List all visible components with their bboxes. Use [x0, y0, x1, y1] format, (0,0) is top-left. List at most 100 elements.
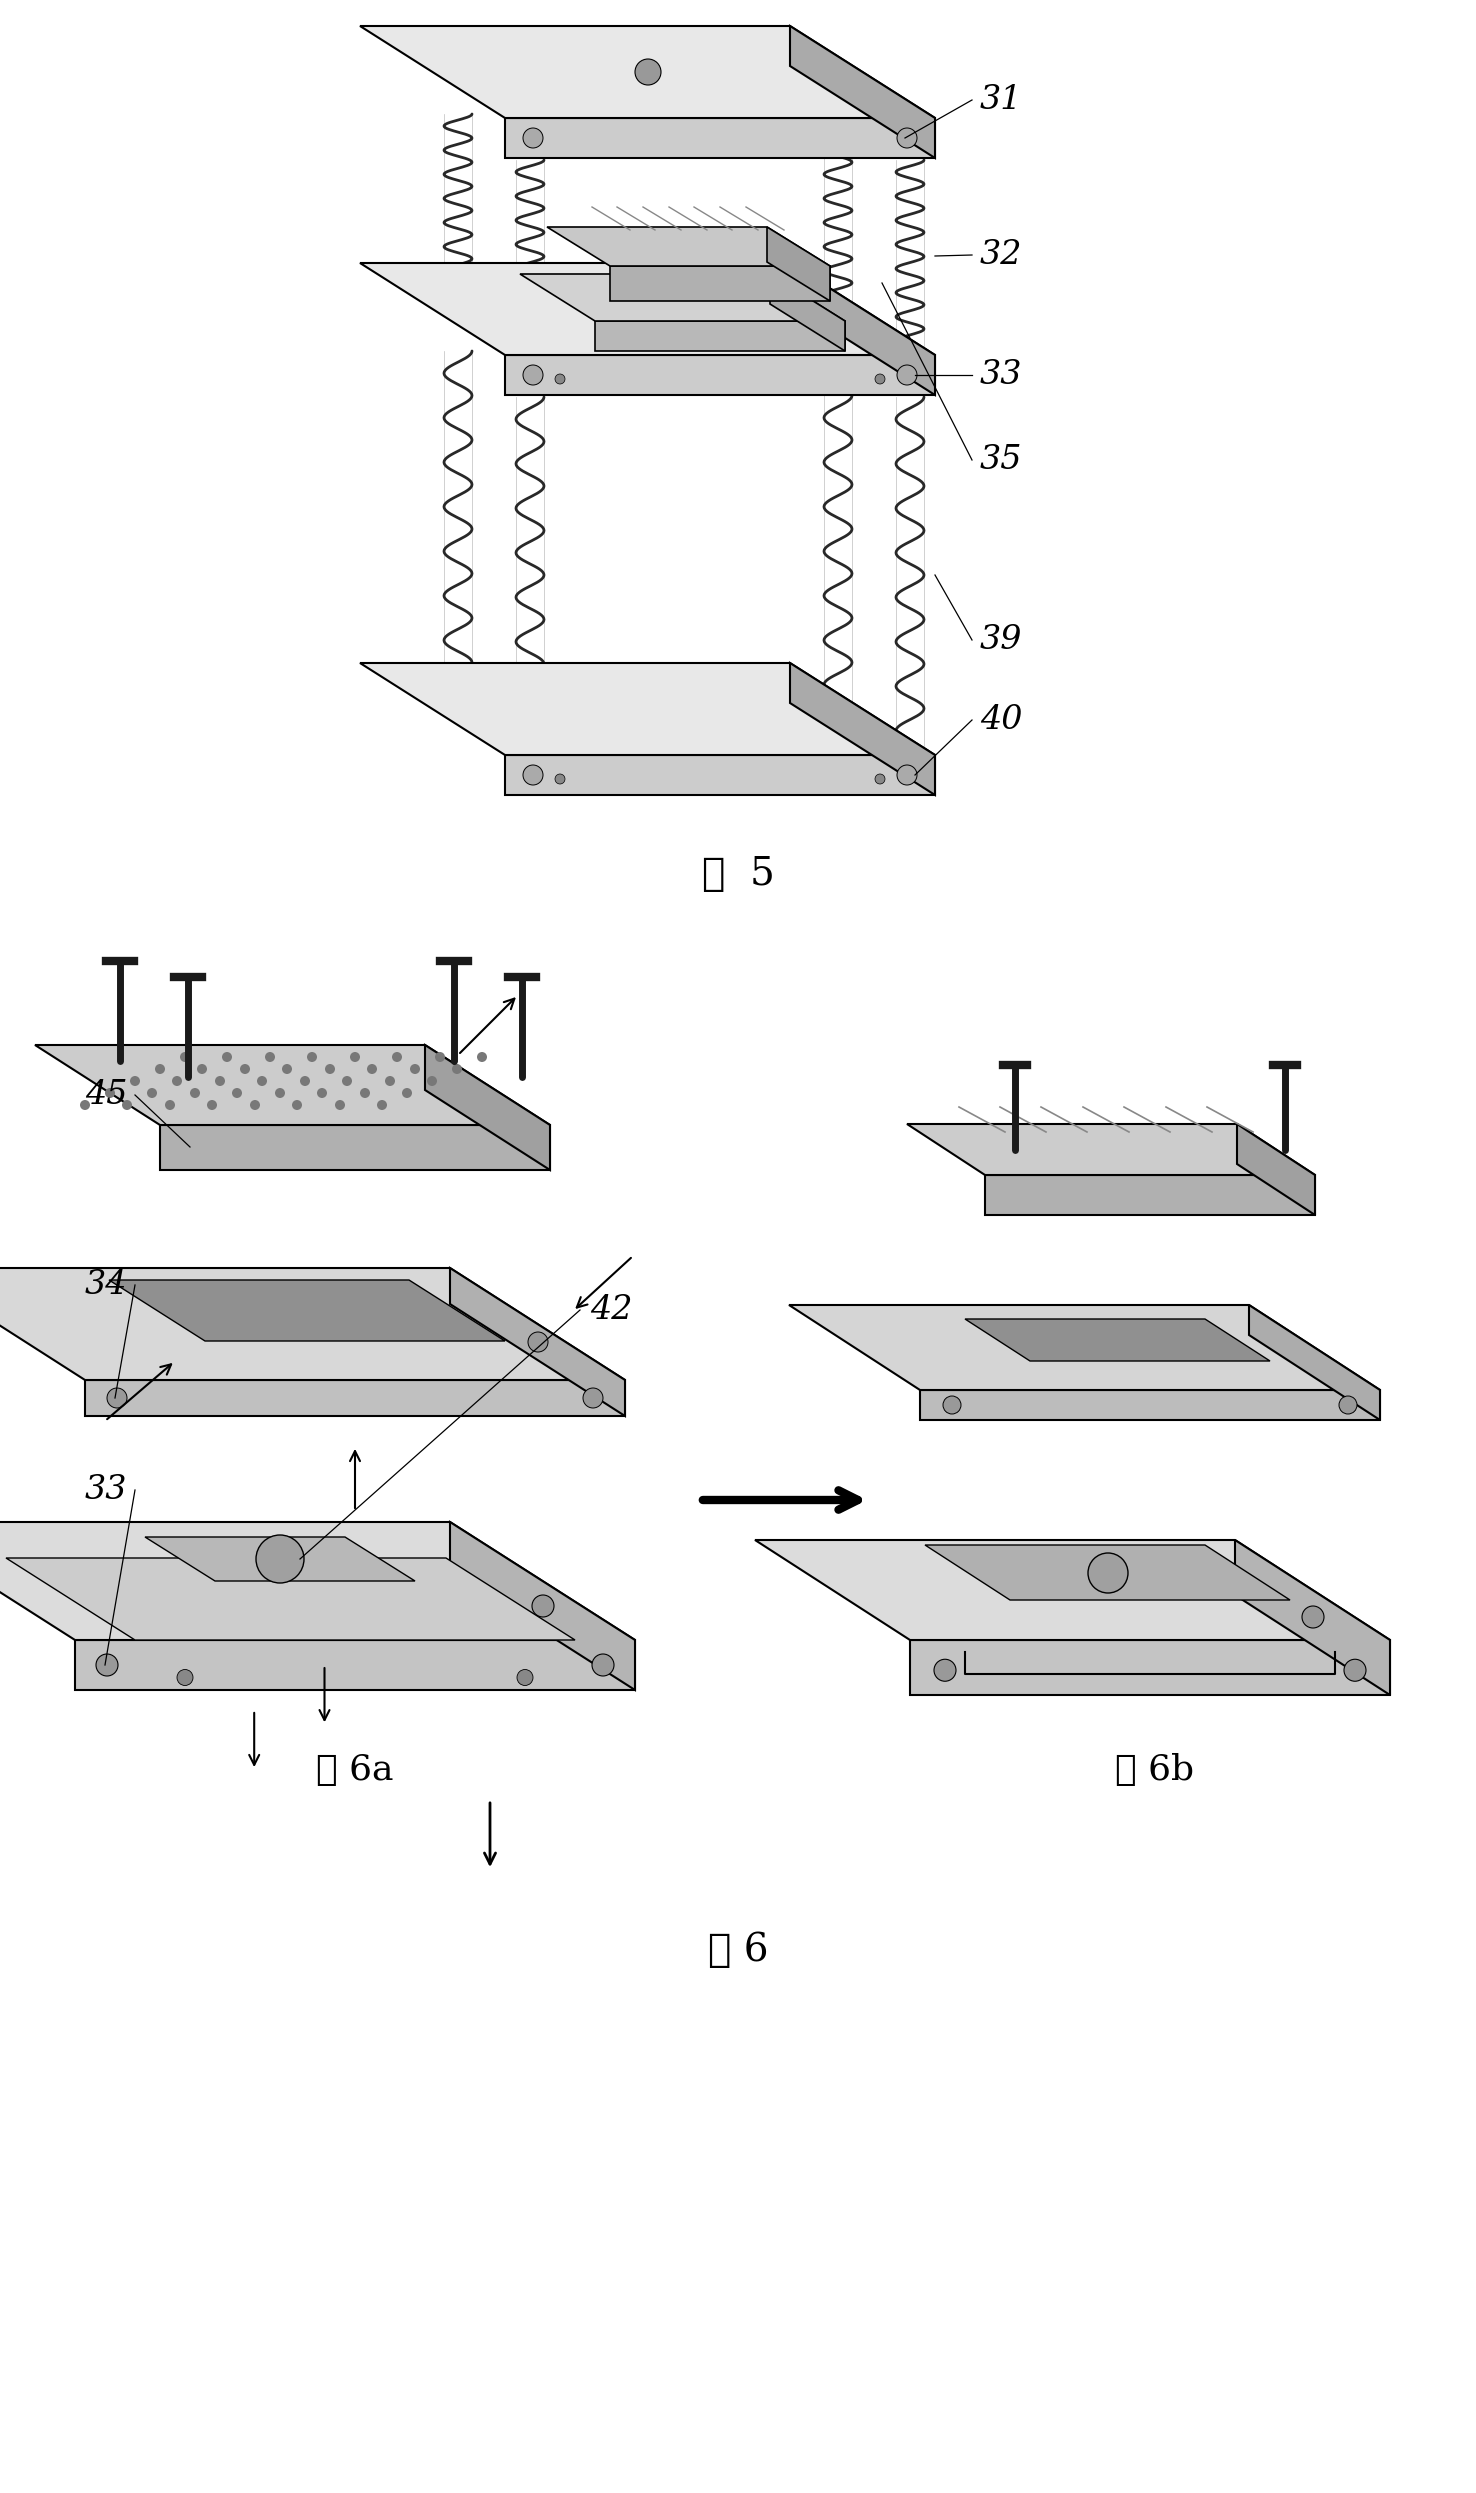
Polygon shape [360, 663, 934, 755]
Polygon shape [0, 1269, 624, 1381]
Polygon shape [6, 1558, 576, 1640]
Circle shape [583, 1389, 604, 1409]
Polygon shape [925, 1546, 1290, 1601]
Text: 39: 39 [980, 623, 1023, 656]
Polygon shape [790, 25, 934, 157]
Circle shape [130, 1077, 140, 1087]
Text: 图 6: 图 6 [708, 1932, 768, 1969]
Circle shape [105, 1087, 115, 1097]
Circle shape [385, 1077, 396, 1087]
Circle shape [376, 1099, 387, 1109]
Circle shape [317, 1087, 328, 1097]
Circle shape [155, 1065, 165, 1074]
Circle shape [282, 1065, 292, 1074]
Circle shape [523, 127, 543, 147]
Text: 32: 32 [980, 239, 1023, 272]
Circle shape [215, 1077, 224, 1087]
Polygon shape [450, 1523, 635, 1690]
Circle shape [255, 1536, 304, 1583]
Polygon shape [0, 1523, 635, 1640]
Circle shape [897, 364, 917, 384]
Circle shape [943, 1396, 961, 1414]
Text: 35: 35 [980, 444, 1023, 476]
Circle shape [897, 127, 917, 147]
Circle shape [531, 1596, 554, 1618]
Polygon shape [548, 227, 830, 267]
Polygon shape [610, 267, 830, 302]
Polygon shape [756, 1541, 1390, 1640]
Circle shape [106, 1389, 127, 1409]
Circle shape [393, 1052, 401, 1062]
Polygon shape [1249, 1304, 1380, 1421]
Circle shape [555, 374, 565, 384]
Circle shape [266, 1052, 275, 1062]
Circle shape [368, 1065, 376, 1074]
Polygon shape [145, 1538, 415, 1581]
Polygon shape [75, 1640, 635, 1690]
Polygon shape [790, 663, 934, 795]
Circle shape [410, 1065, 421, 1074]
Circle shape [123, 1099, 131, 1109]
Polygon shape [790, 262, 934, 394]
Circle shape [342, 1077, 351, 1087]
Polygon shape [920, 1391, 1380, 1421]
Text: 45: 45 [86, 1079, 127, 1112]
Polygon shape [505, 117, 934, 157]
Circle shape [221, 1052, 232, 1062]
Polygon shape [984, 1174, 1315, 1214]
Circle shape [435, 1052, 444, 1062]
Circle shape [196, 1065, 207, 1074]
Circle shape [165, 1099, 176, 1109]
Circle shape [148, 1087, 156, 1097]
Circle shape [335, 1099, 345, 1109]
Circle shape [897, 765, 917, 785]
Text: 42: 42 [590, 1294, 633, 1326]
Circle shape [517, 1670, 533, 1685]
Circle shape [80, 1099, 90, 1109]
Circle shape [1345, 1660, 1365, 1680]
Polygon shape [109, 1279, 505, 1341]
Circle shape [190, 1087, 201, 1097]
Circle shape [207, 1099, 217, 1109]
Circle shape [875, 374, 886, 384]
Text: 33: 33 [86, 1473, 127, 1506]
Polygon shape [35, 1045, 551, 1124]
Circle shape [427, 1077, 437, 1087]
Polygon shape [911, 1640, 1390, 1695]
Circle shape [1088, 1553, 1128, 1593]
Circle shape [275, 1087, 285, 1097]
Circle shape [350, 1052, 360, 1062]
Circle shape [257, 1077, 267, 1087]
Circle shape [180, 1052, 190, 1062]
Circle shape [452, 1065, 462, 1074]
Circle shape [401, 1087, 412, 1097]
Circle shape [875, 773, 886, 783]
Circle shape [528, 1331, 548, 1351]
Polygon shape [770, 274, 844, 352]
Text: 31: 31 [980, 85, 1023, 117]
Polygon shape [965, 1319, 1269, 1361]
Polygon shape [360, 25, 934, 117]
Circle shape [360, 1087, 370, 1097]
Circle shape [477, 1052, 487, 1062]
Polygon shape [1237, 1124, 1315, 1214]
Circle shape [325, 1065, 335, 1074]
Polygon shape [360, 262, 934, 354]
Circle shape [300, 1077, 310, 1087]
Text: 34: 34 [86, 1269, 127, 1301]
Polygon shape [790, 1304, 1380, 1391]
Circle shape [177, 1670, 193, 1685]
Circle shape [592, 1653, 614, 1675]
Circle shape [173, 1077, 182, 1087]
Polygon shape [450, 1269, 624, 1416]
Polygon shape [1235, 1541, 1390, 1695]
Circle shape [232, 1087, 242, 1097]
Circle shape [96, 1653, 118, 1675]
Circle shape [635, 60, 661, 85]
Circle shape [307, 1052, 317, 1062]
Text: 图 6b: 图 6b [1116, 1753, 1194, 1787]
Circle shape [292, 1099, 303, 1109]
Polygon shape [159, 1124, 551, 1169]
Circle shape [523, 364, 543, 384]
Text: 图  5: 图 5 [701, 858, 775, 892]
